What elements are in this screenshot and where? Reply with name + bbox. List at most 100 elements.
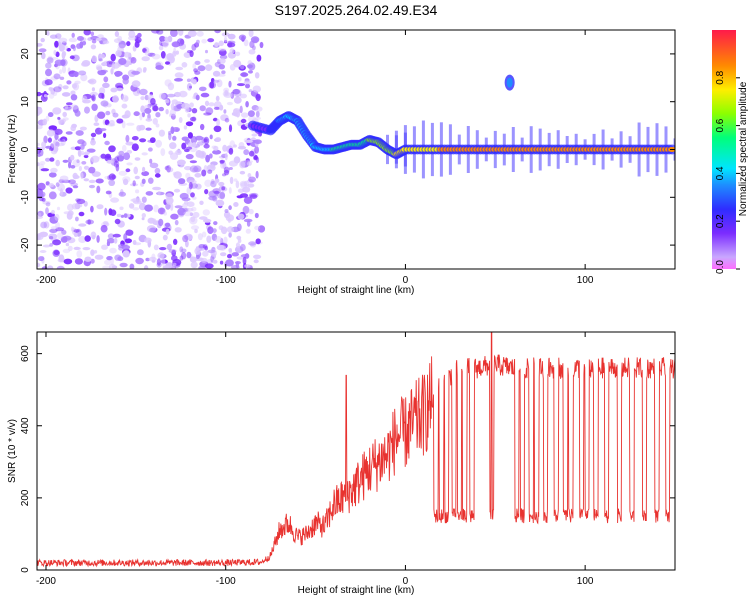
noise-speckle (211, 78, 215, 83)
noise-speckle (125, 229, 134, 236)
noise-speckle (169, 109, 176, 117)
noise-speckle (188, 182, 193, 190)
noise-speckle (144, 237, 152, 243)
noise-speckle (157, 252, 165, 259)
noise-speckle (59, 69, 63, 75)
noise-speckle (77, 36, 84, 41)
noise-speckle (96, 185, 101, 194)
noise-speckle (157, 207, 166, 215)
noise-speckle (227, 42, 236, 48)
noise-speckle (254, 72, 260, 79)
noise-speckle (179, 38, 185, 45)
noise-speckle (210, 164, 215, 169)
noise-speckle (228, 248, 232, 253)
snr-x-tick-label: 0 (403, 576, 409, 587)
noise-speckle (153, 204, 159, 213)
noise-speckle (67, 203, 74, 211)
noise-speckle (223, 169, 230, 176)
noise-speckle (128, 203, 135, 209)
noise-speckle (248, 70, 253, 74)
noise-speckle (62, 235, 72, 241)
noise-speckle (228, 147, 234, 155)
noise-speckle (189, 212, 193, 216)
noise-speckle (244, 264, 251, 268)
noise-speckle (50, 226, 59, 230)
noise-speckle (223, 166, 230, 174)
noise-speckle (189, 165, 199, 173)
noise-speckle (238, 142, 245, 148)
noise-speckle (148, 147, 153, 152)
noise-speckle (203, 112, 212, 116)
noise-speckle (55, 227, 65, 232)
noise-speckle (179, 246, 184, 253)
noise-speckle (147, 217, 155, 224)
noise-speckle (102, 265, 112, 269)
noise-speckle (118, 58, 127, 65)
noise-speckle (133, 166, 138, 175)
noise-speckle (96, 235, 100, 243)
signal-streak (683, 130, 686, 170)
noise-speckle (237, 188, 244, 193)
noise-speckle (91, 103, 98, 112)
noise-speckle (166, 243, 173, 251)
noise-speckle (236, 195, 244, 199)
noise-speckle (224, 152, 228, 161)
noise-speckle (203, 138, 208, 143)
noise-speckle (74, 146, 81, 151)
noise-speckle (172, 171, 177, 176)
noise-speckle (97, 111, 106, 119)
noise-speckle (77, 149, 82, 157)
noise-speckle (123, 51, 131, 58)
noise-speckle (229, 176, 234, 185)
noise-speckle (81, 161, 87, 165)
noise-speckle (178, 90, 188, 98)
noise-speckle (181, 62, 188, 68)
noise-speckle (145, 127, 152, 131)
noise-speckle (214, 178, 219, 185)
noise-speckle (220, 114, 229, 122)
noise-speckle (46, 129, 56, 137)
noise-speckle (158, 45, 164, 51)
noise-speckle (68, 37, 78, 43)
noise-speckle (69, 55, 75, 60)
noise-speckle (158, 106, 164, 112)
noise-speckle (170, 30, 178, 37)
noise-speckle (55, 51, 60, 58)
noise-speckle (155, 65, 164, 70)
noise-speckle (81, 61, 90, 67)
noise-speckle (59, 76, 65, 81)
noise-speckle (225, 214, 235, 222)
colorbar-tick-label: 0.4 (715, 166, 726, 180)
noise-speckle (70, 94, 78, 101)
noise-speckle (177, 178, 186, 185)
noise-speckle (149, 158, 153, 164)
noise-speckle (253, 254, 262, 259)
noise-speckle (160, 148, 166, 157)
noise-speckle (152, 118, 158, 125)
noise-speckle (191, 206, 197, 212)
noise-speckle (88, 78, 97, 85)
noise-speckle (45, 68, 52, 77)
noise-speckle (232, 88, 240, 95)
noise-speckle (133, 200, 142, 205)
noise-speckle (118, 150, 125, 156)
noise-speckle (231, 112, 237, 116)
noise-speckle (114, 31, 120, 37)
noise-speckle (152, 186, 162, 191)
noise-speckle (45, 202, 51, 207)
noise-speckle (37, 43, 43, 47)
noise-speckle (123, 152, 131, 160)
noise-speckle (243, 39, 249, 47)
noise-speckle (95, 37, 102, 42)
noise-speckle (233, 108, 241, 114)
spectrogram-y-tick-label: -10 (20, 190, 31, 205)
noise-speckle (176, 159, 186, 166)
noise-speckle (115, 163, 120, 172)
noise-speckle (212, 149, 222, 155)
snr-x-tick-label: -100 (216, 576, 236, 587)
noise-speckle (169, 142, 177, 150)
noise-speckle (196, 39, 200, 45)
noise-speckle (207, 38, 215, 43)
noise-speckle (236, 235, 242, 240)
noise-speckle (159, 40, 163, 46)
